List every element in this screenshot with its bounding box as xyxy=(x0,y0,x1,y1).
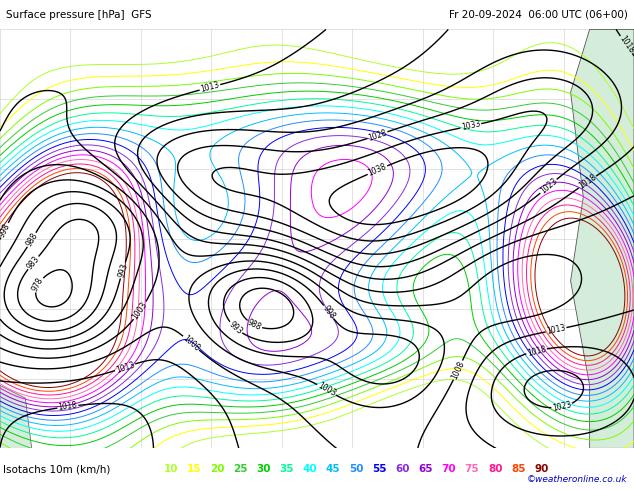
Text: 1018: 1018 xyxy=(577,173,598,191)
Text: 15: 15 xyxy=(187,464,202,474)
Text: 988: 988 xyxy=(246,318,263,332)
Text: Isotachs 10m (km/h): Isotachs 10m (km/h) xyxy=(3,464,110,474)
Text: 983: 983 xyxy=(25,254,41,271)
Text: 1008: 1008 xyxy=(181,333,202,353)
Text: Surface pressure [hPa]  GFS: Surface pressure [hPa] GFS xyxy=(6,10,152,20)
Text: 1013: 1013 xyxy=(546,323,566,336)
Text: 1023: 1023 xyxy=(538,176,559,196)
Text: 988: 988 xyxy=(24,231,39,248)
Text: 1003: 1003 xyxy=(316,381,337,398)
Polygon shape xyxy=(0,386,32,448)
Text: Fr 20-09-2024  06:00 UTC (06+00): Fr 20-09-2024 06:00 UTC (06+00) xyxy=(449,10,628,20)
Text: ©weatheronline.co.uk: ©weatheronline.co.uk xyxy=(527,475,628,484)
Text: 1028: 1028 xyxy=(367,128,388,143)
Text: 1023: 1023 xyxy=(552,400,573,413)
Text: 35: 35 xyxy=(280,464,294,474)
Text: 20: 20 xyxy=(210,464,224,474)
Text: 998: 998 xyxy=(0,222,12,239)
Text: 1003: 1003 xyxy=(131,300,150,321)
Text: 1033: 1033 xyxy=(460,120,481,132)
Text: 993: 993 xyxy=(117,262,129,279)
Text: 45: 45 xyxy=(326,464,340,474)
Polygon shape xyxy=(571,29,634,448)
Text: 70: 70 xyxy=(441,464,456,474)
Text: 1018: 1018 xyxy=(58,401,78,412)
Text: 978: 978 xyxy=(31,276,46,293)
Text: 1018: 1018 xyxy=(618,34,634,55)
Text: 993: 993 xyxy=(227,319,244,336)
Text: 998: 998 xyxy=(321,304,337,320)
Text: 50: 50 xyxy=(349,464,363,474)
Text: 1008: 1008 xyxy=(450,360,466,381)
Text: 55: 55 xyxy=(372,464,387,474)
Text: 1038: 1038 xyxy=(367,162,388,178)
Text: 25: 25 xyxy=(233,464,248,474)
Text: 1018: 1018 xyxy=(526,344,547,358)
Text: 90: 90 xyxy=(534,464,548,474)
Text: 10: 10 xyxy=(164,464,178,474)
Text: 40: 40 xyxy=(302,464,318,474)
Text: 85: 85 xyxy=(511,464,526,474)
Text: 1013: 1013 xyxy=(115,360,136,374)
Text: 1013: 1013 xyxy=(200,80,221,94)
Text: 75: 75 xyxy=(465,464,479,474)
Text: 65: 65 xyxy=(418,464,433,474)
Text: 30: 30 xyxy=(257,464,271,474)
Text: 60: 60 xyxy=(396,464,410,474)
Text: 80: 80 xyxy=(488,464,502,474)
